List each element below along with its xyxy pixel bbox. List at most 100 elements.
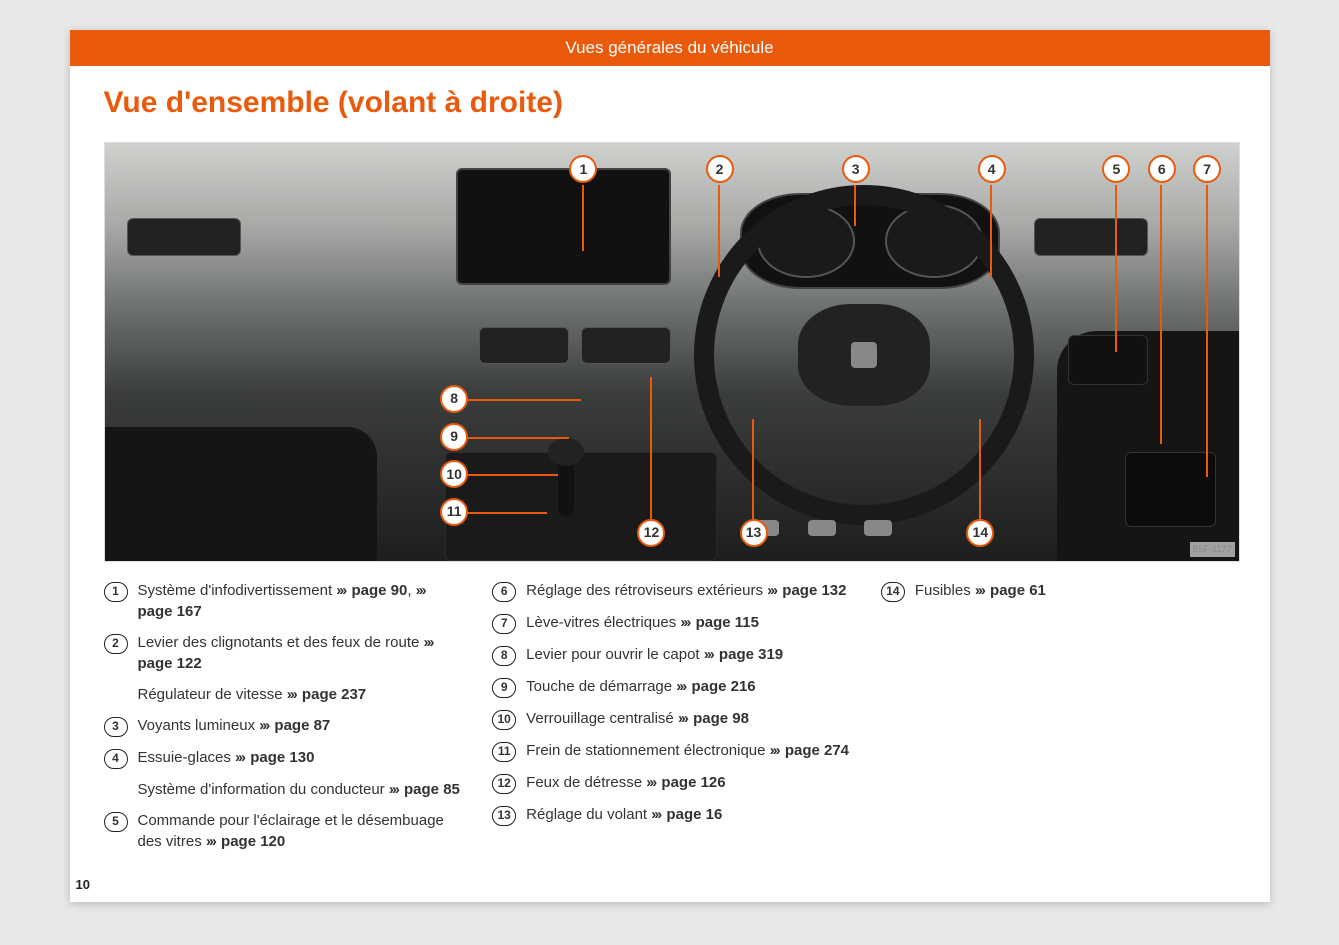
callout-bubble-5: 5 — [1102, 155, 1130, 183]
legend-number: 13 — [492, 806, 516, 826]
center-console — [445, 452, 717, 561]
callout-bubble-4: 4 — [978, 155, 1006, 183]
page-ref[interactable]: ››› page 216 — [676, 678, 755, 695]
legend-number: 4 — [104, 749, 128, 769]
legend-number: 3 — [104, 717, 128, 737]
page-ref[interactable]: ››› page 16 — [651, 806, 722, 823]
legend-entry: 12 Feux de détresse ››› page 126 — [492, 772, 851, 794]
gear-shifter — [558, 456, 574, 516]
legend-text: Verrouillage centralisé ››› page 98 — [526, 708, 749, 730]
legend-subentry: Système d'information du conducteur ››› … — [138, 779, 463, 800]
brand-badge — [851, 342, 877, 368]
legend-entry: 4 Essuie-glaces ››› page 130 — [104, 747, 463, 769]
callout-leader — [467, 512, 546, 514]
page-ref[interactable]: ››› page 132 — [767, 582, 846, 599]
air-vent-left — [127, 218, 240, 256]
callout-leader — [650, 377, 652, 519]
legend-text: Feux de détresse ››› page 126 — [526, 772, 725, 794]
figure-code: B5F-1177 — [1190, 542, 1235, 557]
legend-text: Lève-vitres électriques ››› page 115 — [526, 612, 759, 634]
steering-wheel — [694, 185, 1034, 525]
legend-entry: 8 Levier pour ouvrir le capot ››› page 31… — [492, 644, 851, 666]
legend-text: Système d'infodivertissement ››› page 90… — [138, 580, 463, 622]
legend-text: Levier pour ouvrir le capot ››› page 319 — [526, 644, 783, 666]
callout-leader — [467, 399, 580, 401]
callout-bubble-9: 9 — [440, 423, 468, 451]
legend-text: Fusibles ››› page 61 — [915, 580, 1046, 602]
callout-leader — [718, 185, 720, 277]
legend-number: 1 — [104, 582, 128, 602]
legend-text: Réglage du volant ››› page 16 — [526, 804, 722, 826]
legend-column: 6 Réglage des rétroviseurs extérieurs ›››… — [492, 580, 851, 862]
legend-subentry: Régulateur de vitesse ››› page 237 — [138, 684, 463, 705]
callout-leader — [582, 185, 584, 252]
legend-number: 9 — [492, 678, 516, 698]
callout-bubble-6: 6 — [1148, 155, 1176, 183]
legend-number: 2 — [104, 634, 128, 654]
callout-leader — [979, 419, 981, 519]
seat-left — [105, 427, 377, 561]
page-ref[interactable]: ››› page 126 — [646, 774, 725, 791]
pedal — [864, 520, 892, 536]
legend-number: 8 — [492, 646, 516, 666]
legend-entry: 14Fusibles ››› page 61 — [881, 580, 1240, 602]
air-vent-right — [1034, 218, 1147, 256]
page-ref[interactable]: ››› page 115 — [680, 614, 759, 631]
page-ref[interactable]: ››› page 85 — [389, 781, 460, 798]
legend-entry: 2 Levier des clignotants et des feux de r… — [104, 632, 463, 674]
callout-leader — [467, 474, 558, 476]
legend-text: Réglage des rétroviseurs extérieurs ››› … — [526, 580, 846, 602]
legend-entry: 13 Réglage du volant ››› page 16 — [492, 804, 851, 826]
callout-leader — [1115, 185, 1117, 352]
callout-leader — [467, 437, 569, 439]
air-vent-center-2 — [581, 327, 672, 365]
light-control-panel — [1068, 335, 1147, 385]
page-ref[interactable]: ››› page 274 — [770, 742, 849, 759]
legend-column: 1 Système d'infodivertissement ››› page 9… — [104, 580, 463, 862]
legend-number: 5 — [104, 812, 128, 832]
legend-entry: 3 Voyants lumineux ››› page 87 — [104, 715, 463, 737]
wheel-hub — [798, 304, 930, 406]
manual-page: Vues générales du véhicule Vue d'ensembl… — [70, 30, 1270, 902]
legend-text: Levier des clignotants et des feux de ro… — [138, 632, 463, 674]
callout-leader — [752, 419, 754, 519]
callout-leader — [1206, 185, 1208, 478]
section-header: Vues générales du véhicule — [70, 30, 1270, 66]
page-ref[interactable]: ››› page 90 — [336, 582, 407, 599]
page-ref[interactable]: ››› page 130 — [235, 749, 314, 766]
legend-number: 7 — [492, 614, 516, 634]
page-content: Vue d'ensemble (volant à droite) — [70, 66, 1270, 862]
legend-text: Frein de stationnement électronique ››› … — [526, 740, 849, 762]
page-ref[interactable]: ››› page 61 — [975, 582, 1046, 599]
legend-number: 12 — [492, 774, 516, 794]
callout-bubble-8: 8 — [440, 385, 468, 413]
page-title: Vue d'ensemble (volant à droite) — [104, 82, 1240, 124]
callout-leader — [990, 185, 992, 277]
legend-text: Touche de démarrage ››› page 216 — [526, 676, 755, 698]
legend-text: Essuie-glaces ››› page 130 — [138, 747, 315, 769]
callout-leader — [1160, 185, 1162, 444]
page-ref[interactable]: ››› page 87 — [259, 717, 330, 734]
legend-entry: 9 Touche de démarrage ››› page 216 — [492, 676, 851, 698]
legend-entry: 11 Frein de stationnement électronique ››… — [492, 740, 851, 762]
callout-bubble-3: 3 — [842, 155, 870, 183]
page-ref[interactable]: ››› page 237 — [287, 686, 366, 703]
legend-number: 11 — [492, 742, 516, 762]
page-ref[interactable]: ››› page 319 — [704, 646, 783, 663]
page-ref[interactable]: ››› page 98 — [678, 710, 749, 727]
air-vent-center-1 — [479, 327, 570, 365]
legend-text: Voyants lumineux ››› page 87 — [138, 715, 331, 737]
page-number: 10 — [76, 876, 90, 894]
callout-bubble-14: 14 — [966, 519, 994, 547]
legend-entry: 6 Réglage des rétroviseurs extérieurs ›››… — [492, 580, 851, 602]
legend-text: Commande pour l'éclairage et le désembua… — [138, 810, 463, 852]
legend-entry: 1 Système d'infodivertissement ››› page 9… — [104, 580, 463, 622]
infotainment-screen — [456, 168, 671, 285]
page-ref[interactable]: ››› page 120 — [206, 833, 285, 850]
callout-bubble-13: 13 — [740, 519, 768, 547]
legend-number: 10 — [492, 710, 516, 730]
legend-number: 6 — [492, 582, 516, 602]
legend-entry: 7 Lève-vitres électriques ››› page 115 — [492, 612, 851, 634]
legend-columns: 1 Système d'infodivertissement ››› page 9… — [104, 580, 1240, 862]
pedal — [808, 520, 836, 536]
